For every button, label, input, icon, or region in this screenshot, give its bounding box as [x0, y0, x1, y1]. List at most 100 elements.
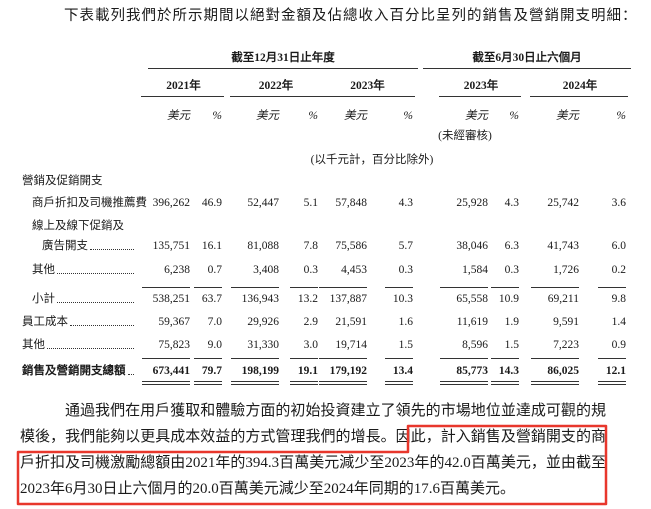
unit-header: 美元	[556, 110, 579, 122]
rule	[440, 287, 488, 288]
cell: 12.1	[605, 365, 626, 377]
cell: 3.6	[611, 197, 626, 209]
rule	[231, 381, 279, 382]
year-header: 2023年	[463, 80, 499, 92]
year-header: 2024年	[562, 80, 598, 92]
cell: 4.3	[398, 197, 413, 209]
rule	[231, 358, 279, 359]
row-label: 線上及線下促銷及	[32, 220, 124, 232]
cell: 1.9	[504, 316, 519, 328]
cell: 0.9	[611, 339, 626, 351]
leader	[47, 348, 134, 349]
cell: 0.3	[504, 264, 519, 276]
year-header: 2022年	[258, 80, 294, 92]
rule	[142, 381, 190, 382]
cell: 137,887	[329, 293, 367, 305]
unit-header: %	[616, 110, 626, 122]
unit-header: 美元	[344, 110, 367, 122]
rule	[141, 96, 224, 97]
cell: 86,025	[547, 365, 579, 377]
cell: 21,591	[335, 316, 367, 328]
cell: 31,330	[247, 339, 279, 351]
unit-header: %	[509, 110, 519, 122]
period-header: 截至12月31日止年度	[231, 52, 335, 64]
cell: 6,238	[164, 264, 190, 276]
section-label: 營銷及促銷開支	[22, 175, 103, 187]
cell: 29,926	[247, 316, 279, 328]
rule	[142, 358, 190, 359]
cell: 1.5	[504, 339, 519, 351]
rule	[385, 287, 413, 288]
cell: 6.0	[611, 240, 626, 252]
unit-header: %	[308, 110, 318, 122]
cell: 75,823	[158, 339, 190, 351]
rule	[491, 287, 519, 288]
cell: 7,223	[553, 339, 579, 351]
cell: 65,558	[456, 293, 488, 305]
cell: 9.8	[611, 293, 626, 305]
cell: 3,408	[253, 264, 279, 276]
rule	[530, 96, 628, 97]
rule	[290, 358, 318, 359]
cell: 9,591	[553, 316, 579, 328]
unit-header: 美元	[465, 110, 488, 122]
row-label: 其他	[32, 264, 55, 276]
rule	[318, 96, 415, 97]
cell: 198,199	[241, 365, 279, 377]
cell: 9.0	[207, 339, 222, 351]
unit-header: %	[403, 110, 413, 122]
cell: 136,943	[241, 293, 279, 305]
row-label: 員工成本	[22, 316, 68, 328]
rule	[290, 384, 318, 385]
leader	[57, 302, 134, 303]
rule	[598, 358, 626, 359]
cell: 14.3	[498, 365, 519, 377]
rule	[385, 358, 413, 359]
cell: 79.7	[201, 365, 222, 377]
unit-header: %	[212, 110, 222, 122]
row-label: 其他	[22, 339, 45, 351]
rule	[491, 381, 519, 382]
cell: 63.7	[201, 293, 222, 305]
rule	[531, 384, 579, 385]
cell: 538,251	[152, 293, 190, 305]
cell: 5.7	[398, 240, 413, 252]
unit-note: (以千元計，百分比除外)	[310, 154, 434, 166]
rule	[598, 381, 626, 382]
cell: 85,773	[456, 365, 488, 377]
cell: 1,726	[553, 264, 579, 276]
cell: 4.3	[504, 197, 519, 209]
year-header: 2023年	[350, 80, 385, 92]
cell: 19,714	[335, 339, 367, 351]
rule	[290, 381, 318, 382]
rule	[194, 381, 222, 382]
year-header: 2021年	[166, 80, 201, 92]
rule	[598, 384, 626, 385]
rule	[440, 381, 488, 382]
cell: 1,584	[462, 264, 488, 276]
rule	[319, 384, 367, 385]
cell: 1.4	[611, 316, 626, 328]
cell: 52,447	[247, 197, 279, 209]
cell: 69,211	[547, 293, 579, 305]
cell: 59,367	[158, 316, 190, 328]
cell: 25,928	[456, 197, 488, 209]
cell: 19.1	[297, 365, 318, 377]
cell: 10.3	[392, 293, 413, 305]
rule	[319, 287, 367, 288]
intro: 下表載列我們於所示期間以絕對金額及佔總收入百分比呈列的銷售及營銷開支明細：	[64, 8, 638, 24]
rule	[491, 358, 519, 359]
leader	[127, 374, 134, 375]
cell: 13.4	[392, 365, 413, 377]
period-header: 截至6月30日止六個月	[472, 52, 582, 64]
rule	[385, 381, 413, 382]
leader	[70, 325, 134, 326]
paragraph: 通過我們在用戶獲取和體驗方面的初始投資建立了領先的市場地位並達成可觀的規模後，我…	[20, 398, 606, 502]
rule	[230, 96, 320, 97]
rule	[142, 384, 190, 385]
cell: 10.9	[498, 293, 519, 305]
cell: 673,441	[152, 365, 190, 377]
row-label: 銷售及營銷開支總額	[22, 365, 126, 377]
unit-header: 美元	[256, 110, 279, 122]
